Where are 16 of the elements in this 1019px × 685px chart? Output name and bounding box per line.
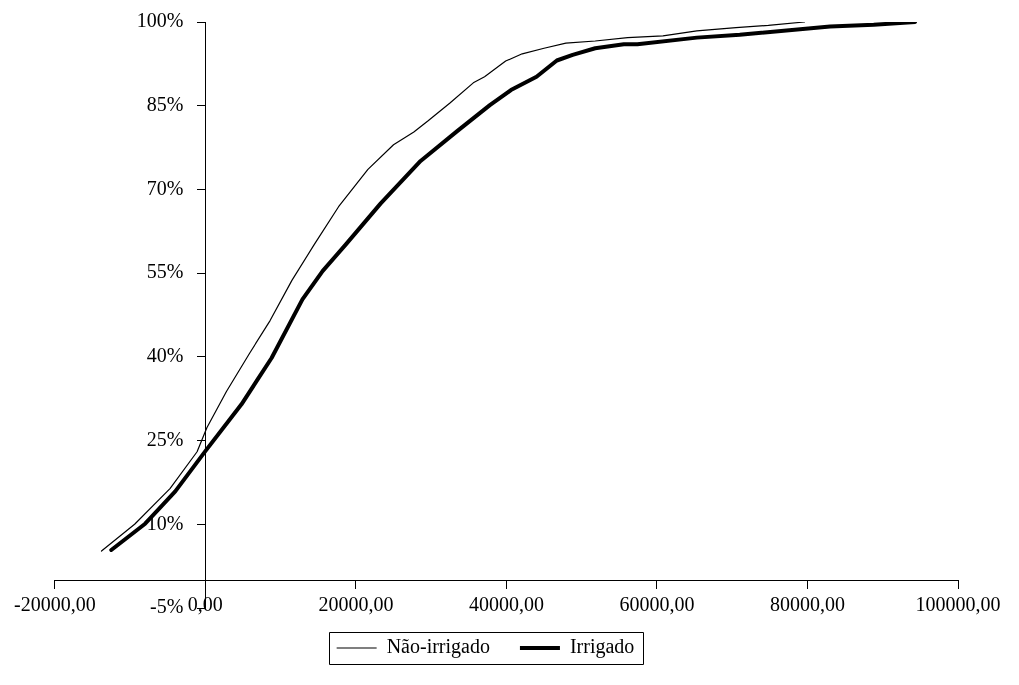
x-tick-label: 100000,00 <box>915 593 1001 616</box>
x-tick-label: 80000,00 <box>769 593 845 616</box>
y-tick-label: 10% <box>146 511 184 534</box>
y-tick-label: 70% <box>146 176 184 199</box>
y-tick-label: 25% <box>146 427 184 450</box>
y-tick-label: 100% <box>136 9 184 32</box>
y-tick-label: 55% <box>146 260 184 283</box>
x-tick-label: 60000,00 <box>619 593 695 616</box>
legend-label: Não-irrigado <box>386 635 490 659</box>
legend-label: Irrigado <box>569 635 635 659</box>
x-tick-label: 40000,00 <box>468 593 544 616</box>
x-tick-label: 20000,00 <box>318 593 394 616</box>
y-tick-label: -5% <box>150 595 184 618</box>
y-tick-label: 40% <box>146 344 184 367</box>
x-tick-label: -20000,00 <box>13 593 96 616</box>
y-tick-label: 85% <box>146 92 184 115</box>
